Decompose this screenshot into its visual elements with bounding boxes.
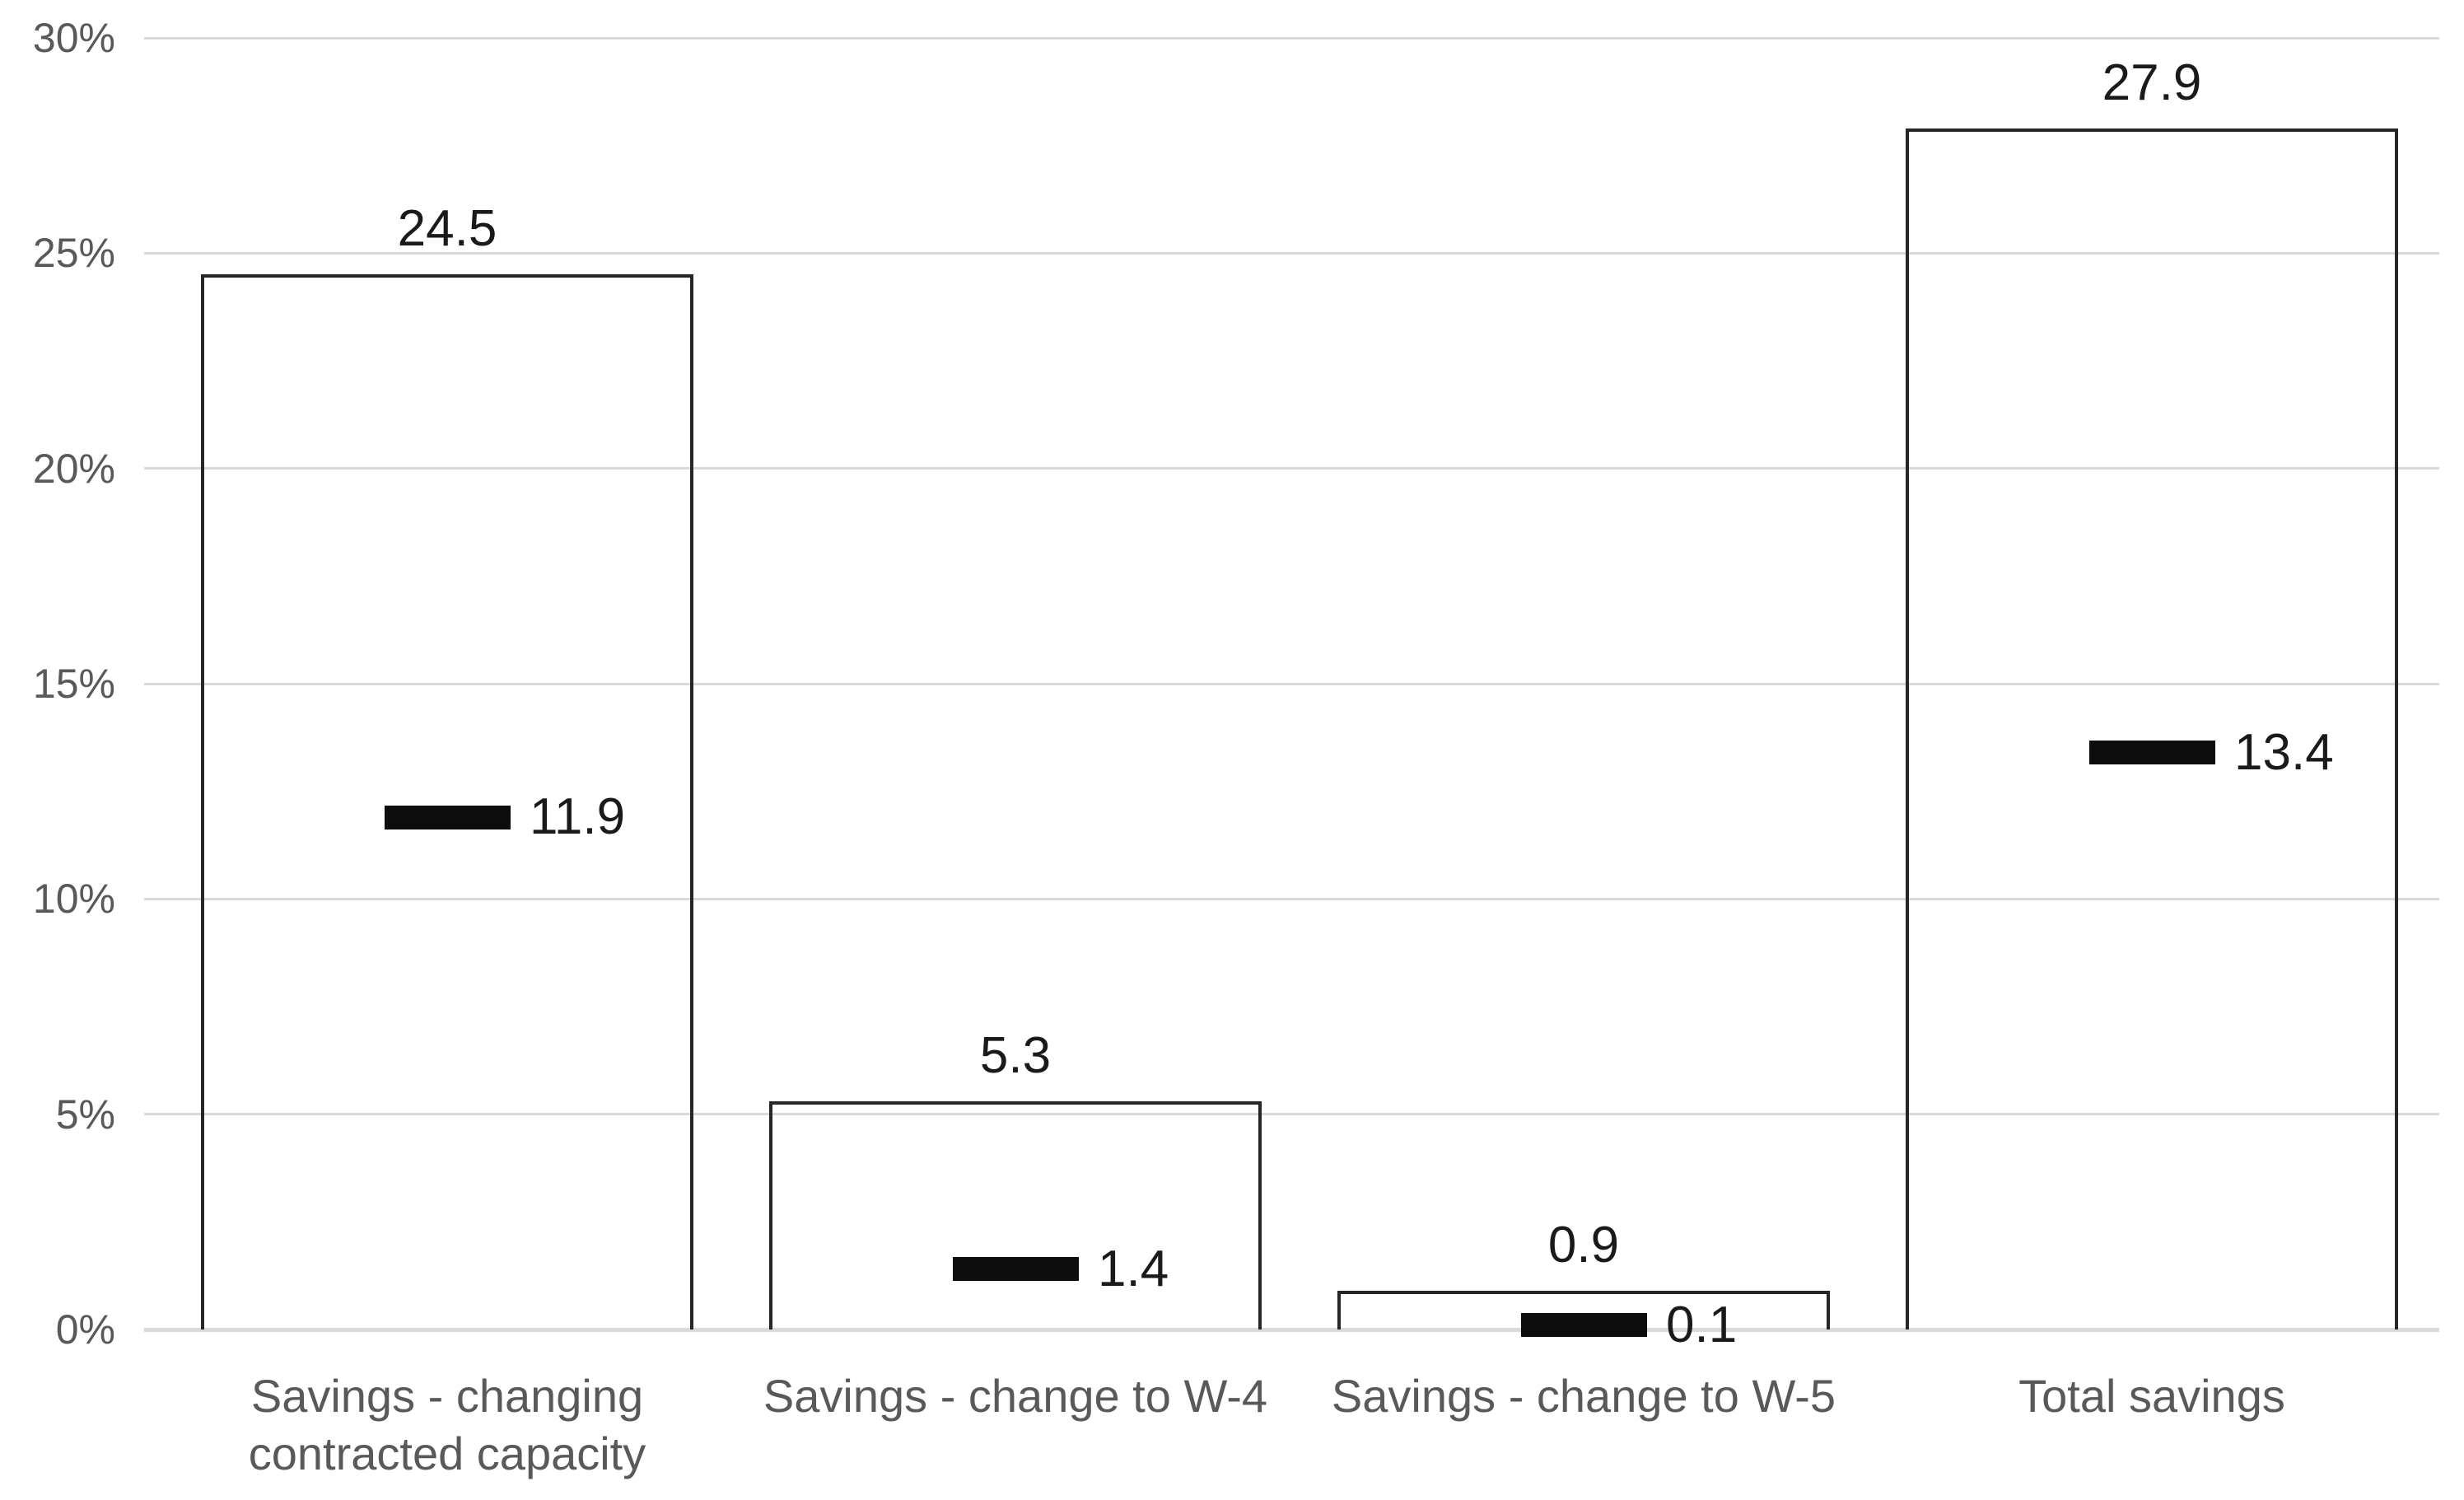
bar-value-label: 27.9 xyxy=(2102,54,2202,111)
bar xyxy=(1906,128,2398,1329)
y-axis-tick-label: 20% xyxy=(32,445,115,492)
dash-marker xyxy=(1520,1313,1647,1338)
gridline xyxy=(144,1113,2439,1116)
category-label: Savings - change to W-5 xyxy=(1331,1370,1836,1422)
marker-value-label: 11.9 xyxy=(530,788,626,846)
y-axis-tick-label: 5% xyxy=(55,1091,115,1138)
marker-value-label: 13.4 xyxy=(2234,723,2334,781)
gridline xyxy=(144,467,2439,470)
y-axis-tick-label: 25% xyxy=(32,230,115,277)
category-label: Savings - changing contracted capacity xyxy=(248,1370,646,1479)
bar-value-label: 0.9 xyxy=(1547,1216,1620,1273)
dash-marker xyxy=(952,1257,1079,1282)
gridline xyxy=(144,682,2439,685)
dash-marker xyxy=(384,805,511,829)
gridline xyxy=(144,36,2439,40)
category-label: Savings - change to W-4 xyxy=(763,1370,1268,1422)
dash-marker xyxy=(2088,741,2215,765)
y-axis-tick-label: 10% xyxy=(32,876,115,923)
marker-value-label: 1.4 xyxy=(1098,1240,1169,1297)
bar-value-label: 24.5 xyxy=(397,200,497,258)
y-axis-tick-label: 30% xyxy=(32,15,115,61)
bar xyxy=(769,1100,1262,1329)
marker-value-label: 0.1 xyxy=(1666,1296,1738,1353)
category-label: Total savings xyxy=(2018,1370,2285,1422)
y-axis-tick-label: 15% xyxy=(32,661,115,707)
bar xyxy=(201,274,693,1329)
gridline xyxy=(144,1327,2439,1332)
gridline xyxy=(144,251,2439,255)
y-axis-tick-label: 0% xyxy=(55,1306,115,1353)
gridline xyxy=(144,897,2439,900)
bar xyxy=(1337,1290,1830,1329)
bar-value-label: 5.3 xyxy=(979,1026,1052,1084)
